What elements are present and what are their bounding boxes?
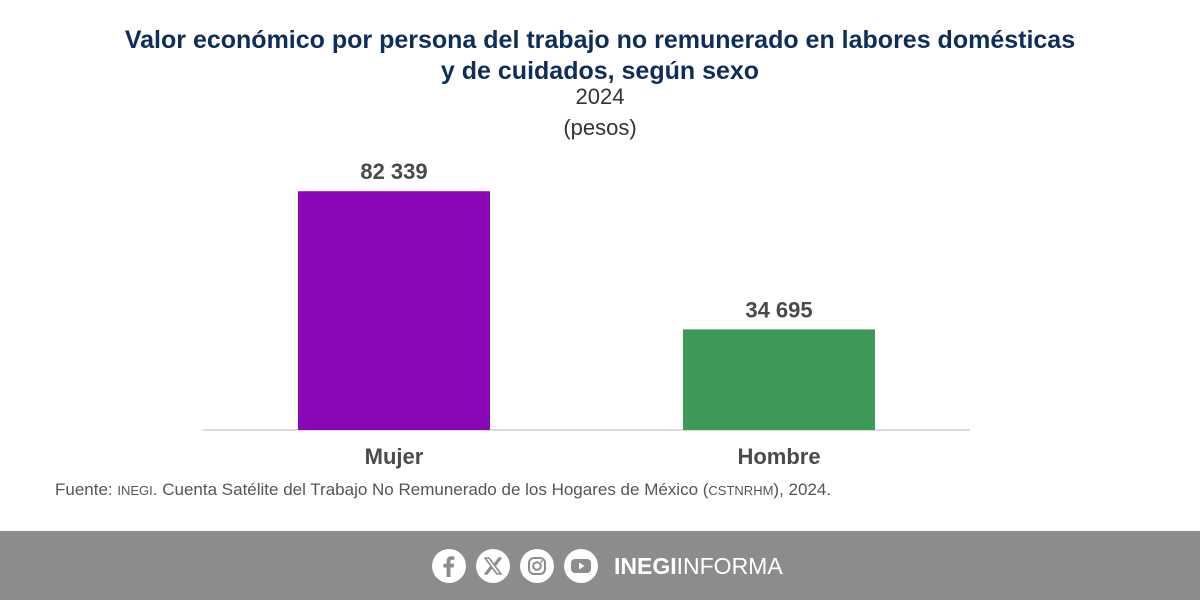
- brand-wordmark: INEGIINFORMA: [614, 553, 783, 580]
- footer-bar: INEGIINFORMA: [0, 531, 1200, 600]
- source-suffix: ), 2024.: [773, 480, 832, 499]
- chart-title-line-2: y de cuidados, según sexo: [440, 57, 760, 85]
- bar-mujer: [298, 191, 490, 430]
- category-label-hombre: Hombre: [737, 444, 820, 469]
- source-abbr: CSTNRHM: [708, 483, 774, 498]
- source-org: INEGI: [117, 483, 153, 498]
- data-label-hombre: 34 695: [745, 297, 812, 322]
- youtube-icon[interactable]: [564, 549, 598, 583]
- source-text: . Cuenta Satélite del Trabajo No Remuner…: [152, 480, 709, 499]
- data-label-mujer: 82 339: [360, 159, 427, 184]
- chart-subtitle-year: 2024: [575, 84, 625, 109]
- instagram-icon[interactable]: [520, 549, 554, 583]
- social-links: INEGIINFORMA: [432, 548, 783, 584]
- x-icon[interactable]: [476, 549, 510, 583]
- bar-hombre: [683, 329, 875, 430]
- chart-unit: (pesos): [563, 115, 637, 140]
- brand-bold: INEGI: [614, 552, 677, 579]
- facebook-icon[interactable]: [432, 549, 466, 583]
- brand-light: INFORMA: [676, 552, 783, 579]
- source-prefix: Fuente:: [55, 480, 118, 499]
- source-note: Fuente: INEGI. Cuenta Satélite del Traba…: [55, 480, 831, 500]
- bar-chart: 82 339 Mujer 34 695 Hombre: [203, 159, 970, 469]
- category-label-mujer: Mujer: [365, 444, 424, 469]
- chart-title-line-1: Valor económico por persona del trabajo …: [124, 26, 1076, 54]
